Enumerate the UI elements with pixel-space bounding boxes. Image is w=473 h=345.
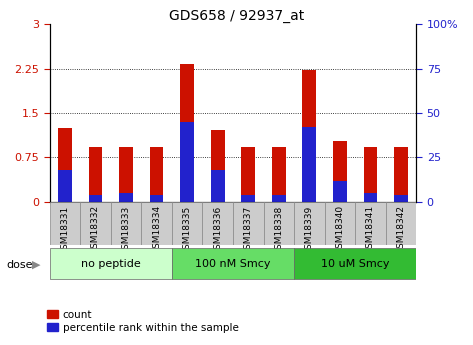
Bar	[364, 193, 377, 202]
Bar	[180, 122, 194, 202]
Bar	[111, 202, 141, 245]
Bar	[272, 195, 286, 202]
Text: GSM18338: GSM18338	[274, 205, 283, 255]
Bar	[324, 202, 355, 245]
Bar	[302, 127, 316, 202]
Bar	[294, 248, 416, 279]
Bar	[180, 65, 194, 202]
Text: GSM18339: GSM18339	[305, 205, 314, 255]
Text: GSM18332: GSM18332	[91, 205, 100, 254]
Text: GSM18342: GSM18342	[396, 205, 405, 254]
Bar	[150, 147, 164, 202]
Bar	[58, 170, 72, 202]
Bar	[263, 202, 294, 245]
Bar	[119, 147, 133, 202]
Bar	[172, 202, 202, 245]
Bar	[58, 128, 72, 202]
Text: ▶: ▶	[32, 260, 41, 270]
Bar	[394, 147, 408, 202]
Bar	[272, 147, 286, 202]
Bar	[88, 147, 102, 202]
Bar	[80, 202, 111, 245]
Text: GDS658 / 92937_at: GDS658 / 92937_at	[169, 9, 304, 23]
Bar	[364, 147, 377, 202]
Text: no peptide: no peptide	[81, 259, 140, 269]
Bar	[202, 202, 233, 245]
Bar	[172, 248, 294, 279]
Bar	[50, 248, 172, 279]
Bar	[119, 193, 133, 202]
Text: GSM18331: GSM18331	[61, 205, 70, 255]
Text: dose: dose	[6, 260, 33, 270]
Bar	[394, 195, 408, 202]
Text: GSM18336: GSM18336	[213, 205, 222, 255]
Text: 100 nM Smcy: 100 nM Smcy	[195, 259, 271, 269]
Bar	[150, 195, 164, 202]
Bar	[211, 170, 225, 202]
Bar	[211, 130, 225, 202]
Text: GSM18337: GSM18337	[244, 205, 253, 255]
Text: GSM18335: GSM18335	[183, 205, 192, 255]
Bar	[241, 147, 255, 202]
Text: GSM18341: GSM18341	[366, 205, 375, 254]
Text: GSM18334: GSM18334	[152, 205, 161, 254]
Bar	[355, 202, 385, 245]
Bar	[141, 202, 172, 245]
Text: GSM18333: GSM18333	[122, 205, 131, 255]
Bar	[233, 202, 263, 245]
Bar	[302, 70, 316, 202]
Legend: count, percentile rank within the sample: count, percentile rank within the sample	[43, 305, 243, 337]
Bar	[294, 202, 324, 245]
Bar	[333, 180, 347, 202]
Bar	[88, 195, 102, 202]
Text: 10 uM Smcy: 10 uM Smcy	[321, 259, 389, 269]
Bar	[385, 202, 416, 245]
Bar	[50, 202, 80, 245]
Bar	[241, 195, 255, 202]
Bar	[333, 141, 347, 202]
Text: GSM18340: GSM18340	[335, 205, 344, 254]
